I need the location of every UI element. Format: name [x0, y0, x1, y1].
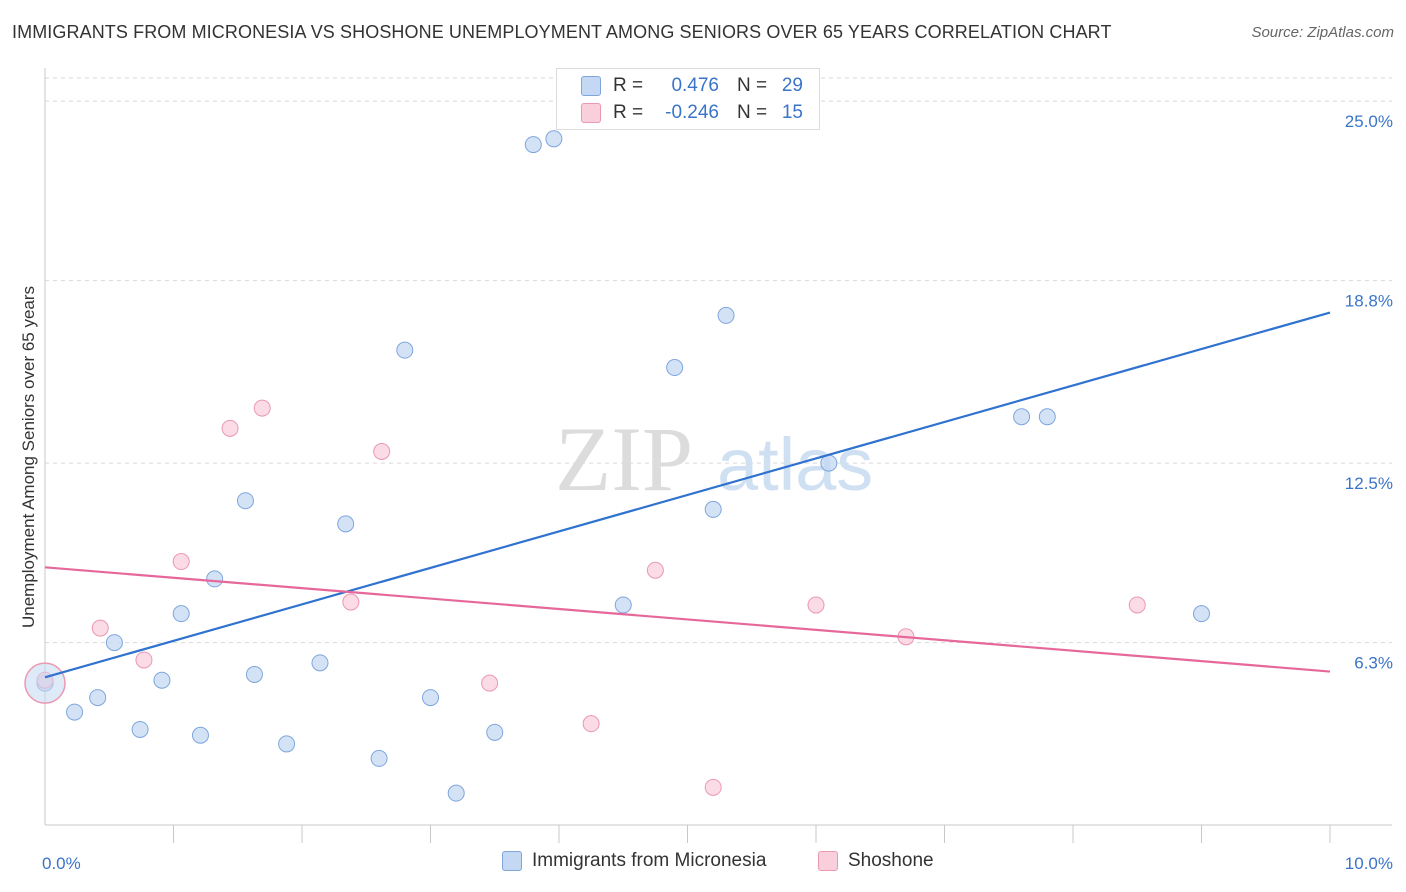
- data-point-micronesia: [422, 689, 439, 707]
- legend-n-label: N =: [737, 75, 768, 96]
- legend-r-value-shoshone: -0.246: [665, 102, 719, 123]
- data-point-micronesia: [311, 654, 329, 672]
- data-point-micronesia: [1038, 408, 1056, 426]
- data-point-micronesia: [666, 359, 684, 377]
- data-point-shoshone: [91, 619, 109, 637]
- x-tick-label: 0.0%: [42, 854, 81, 873]
- data-point-shoshone: [704, 778, 722, 796]
- data-point-micronesia: [524, 136, 542, 154]
- data-point-micronesia: [614, 596, 632, 614]
- legend-n-label: N =: [737, 102, 768, 123]
- chart-title: IMMIGRANTS FROM MICRONESIA VS SHOSHONE U…: [12, 22, 1112, 42]
- data-point-shoshone: [342, 593, 360, 611]
- data-point-micronesia: [1013, 408, 1031, 426]
- data-point-micronesia: [396, 341, 414, 359]
- legend-n-value-shoshone: 15: [781, 102, 803, 123]
- legend-swatch-shoshone: [818, 851, 838, 871]
- gridlines: [45, 77, 1392, 644]
- trend-line-micronesia: [44, 311, 1331, 679]
- data-point-shoshone: [373, 443, 391, 460]
- legend-r-value-micronesia: 0.476: [671, 75, 719, 96]
- data-point-shoshone: [481, 674, 499, 692]
- data-point-micronesia: [704, 500, 722, 518]
- series-legend: Immigrants from Micronesia Shoshone: [0, 850, 1406, 880]
- legend-r-label: R =: [613, 102, 644, 123]
- y-tick-label: 18.8%: [1345, 292, 1393, 311]
- legend-item-shoshone[interactable]: Shoshone: [818, 850, 934, 872]
- legend-label-shoshone: Shoshone: [848, 850, 934, 871]
- legend-n-value-micronesia: 29: [781, 75, 803, 96]
- data-point-micronesia: [236, 492, 254, 510]
- data-point-shoshone: [253, 399, 271, 417]
- data-point-micronesia: [191, 726, 209, 744]
- watermark-zip: ZIP: [555, 408, 693, 510]
- data-point-micronesia: [245, 665, 263, 683]
- legend-item-micronesia[interactable]: Immigrants from Micronesia: [502, 850, 766, 872]
- data-point-micronesia: [337, 515, 355, 533]
- legend-swatch-shoshone: [581, 103, 601, 123]
- data-point-cluster: [24, 662, 66, 704]
- data-point-micronesia: [172, 605, 190, 623]
- data-point-shoshone: [172, 553, 190, 571]
- data-point-micronesia: [131, 720, 149, 738]
- legend-label-micronesia: Immigrants from Micronesia: [532, 850, 767, 871]
- data-point-micronesia: [545, 130, 563, 148]
- data-point-micronesia: [370, 749, 388, 767]
- data-point-micronesia: [89, 689, 107, 707]
- data-point-micronesia: [153, 671, 171, 689]
- source-credit: Source: ZipAtlas.com: [1251, 24, 1394, 41]
- axes: 6.3% 12.5% 18.8% 25.0% 0.0% 10.0%: [42, 68, 1393, 873]
- legend-r-label: R =: [613, 75, 644, 96]
- data-point-shoshone: [582, 715, 600, 733]
- data-point-micronesia: [278, 735, 296, 753]
- correlation-legend: R = 0.476 N = 29 R = -0.246 N = 15: [556, 68, 820, 130]
- legend-row-micronesia: R = 0.476 N = 29: [581, 73, 803, 99]
- y-tick-label: 12.5%: [1345, 474, 1393, 493]
- x-tick-label: 10.0%: [1345, 854, 1393, 873]
- data-point-shoshone: [135, 651, 153, 669]
- data-points: [24, 130, 1210, 802]
- data-point-micronesia: [1193, 605, 1210, 623]
- data-point-shoshone: [646, 561, 664, 579]
- trend-line-shoshone: [44, 566, 1331, 673]
- data-point-micronesia: [105, 634, 123, 652]
- data-point-shoshone: [807, 596, 825, 614]
- y-tick-label: 6.3%: [1354, 654, 1393, 673]
- y-axis-label: Unemployment Among Seniors over 65 years: [19, 286, 38, 628]
- data-point-shoshone: [221, 419, 239, 437]
- data-point-micronesia: [66, 703, 84, 721]
- data-point-micronesia: [486, 723, 504, 741]
- data-point-shoshone: [1128, 596, 1146, 614]
- data-point-micronesia: [206, 570, 224, 588]
- legend-swatch-micronesia: [581, 76, 601, 96]
- y-tick-label: 25.0%: [1345, 112, 1393, 131]
- data-point-micronesia: [447, 784, 465, 802]
- legend-swatch-micronesia: [502, 851, 522, 871]
- trend-lines: [44, 311, 1331, 679]
- legend-row-shoshone: R = -0.246 N = 15: [581, 100, 803, 126]
- data-point-micronesia: [717, 306, 735, 324]
- y-axis-label-group: Unemployment Among Seniors over 65 years: [19, 286, 38, 628]
